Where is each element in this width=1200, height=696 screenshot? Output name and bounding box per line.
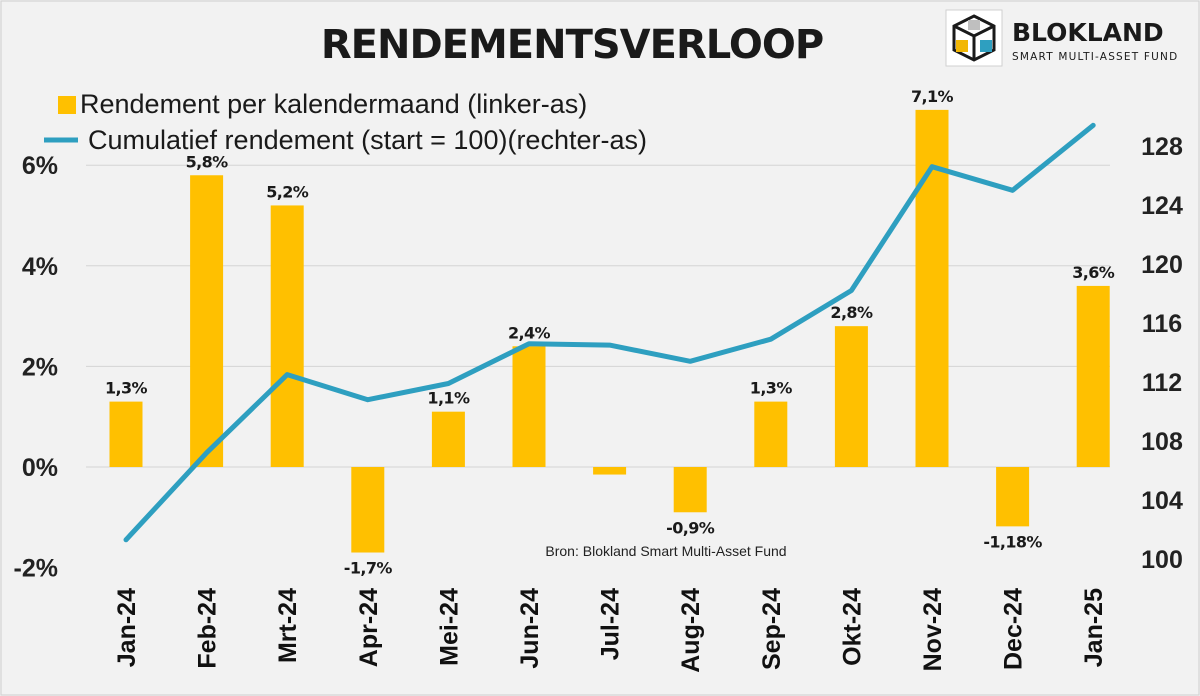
bar-Jan-25 [1076, 285, 1110, 467]
data-label-Jan-25: 3,6% [1072, 263, 1115, 282]
bar-Jun-24 [512, 346, 546, 467]
stacked-cubes-icon [945, 9, 1003, 67]
bar-Sep-24 [754, 401, 788, 467]
y-right-tick-label: 128 [1141, 133, 1183, 161]
y-left-tick-label: 0% [22, 454, 58, 482]
bar-Apr-24 [351, 467, 385, 553]
bar-Okt-24 [834, 326, 868, 467]
x-tick-label-Jan-25: Jan-25 [1080, 588, 1108, 667]
bar-Aug-24 [673, 467, 707, 513]
y-left-tick-label: 2% [22, 353, 58, 381]
legend-label-line: Cumulatief rendement (start = 100)(recht… [88, 125, 647, 155]
data-label-Mrt-24: 5,2% [266, 182, 309, 201]
y-left-tick-label: -2% [14, 555, 58, 583]
y-right-tick-label: 100 [1141, 546, 1183, 574]
data-label-Jun-24: 2,4% [508, 323, 551, 342]
bar-Mei-24 [431, 411, 465, 467]
x-tick-label-Jun-24: Jun-24 [516, 588, 544, 669]
line-series [123, 122, 1096, 543]
data-label-Jan-24: 1,3% [105, 379, 148, 398]
data-label-Sep-24: 1,3% [750, 379, 793, 398]
x-axis: Jan-24 Feb-24 Mrt-24 Apr-24 Mei-24 Jun-24 Jul-… [113, 588, 1108, 673]
y-right-tick-label: 104 [1141, 487, 1183, 515]
bar-Mrt-24 [270, 205, 304, 467]
bar-series [109, 109, 1110, 553]
chart-title: RENDEMENTSVERLOOP [321, 22, 823, 68]
x-tick-label-Jul-24: Jul-24 [597, 588, 625, 660]
y-right-tick-label: 124 [1141, 192, 1183, 220]
data-label-Okt-24: 2,8% [830, 303, 873, 322]
bar-Feb-24 [190, 175, 224, 467]
brand-tagline: SMART MULTI-ASSET FUND [1012, 51, 1178, 63]
data-label-Dec-24: -1,18% [983, 532, 1042, 551]
data-label-Mei-24: 1,1% [427, 389, 470, 408]
bar-Dec-24 [996, 467, 1030, 527]
legend: Rendement per kalendermaand (linker-as) … [44, 89, 647, 155]
data-label-Apr-24: -1,7% [344, 559, 393, 578]
x-tick-label-Feb-24: Feb-24 [194, 588, 222, 669]
x-tick-label-Okt-24: Okt-24 [838, 588, 866, 666]
legend-swatch-bars [58, 96, 76, 114]
y-axis-left: -2% 0% 2% 4% 6% [14, 152, 58, 582]
data-label-Aug-24: -0,9% [666, 518, 715, 537]
x-tick-label-Sep-24: Sep-24 [758, 588, 786, 670]
y-right-tick-label: 120 [1141, 251, 1183, 279]
x-tick-label-Nov-24: Nov-24 [919, 588, 947, 671]
x-tick-label-Jan-24: Jan-24 [113, 588, 141, 667]
y-left-tick-label: 4% [22, 253, 58, 281]
x-tick-label-Apr-24: Apr-24 [355, 588, 383, 667]
y-right-tick-label: 108 [1141, 428, 1183, 456]
x-tick-label-Mei-24: Mei-24 [435, 588, 463, 666]
bar-data-labels: 1,3% 5,8% 5,2% -1,7% 1,1% 2,4% -0,9% 1,3% 2,8% 7,… [105, 87, 1115, 578]
bar-Jul-24 [593, 467, 627, 475]
legend-label-bars: Rendement per kalendermaand (linker-as) [80, 89, 587, 119]
y-left-tick-label: 6% [22, 152, 58, 180]
y-right-tick-label: 112 [1142, 369, 1182, 397]
data-label-Nov-24: 7,1% [911, 87, 954, 106]
brand-logo: BLOKLAND SMART MULTI-ASSET FUND [945, 9, 1178, 67]
x-tick-label-Mrt-24: Mrt-24 [274, 588, 302, 663]
data-label-Feb-24: 5,8% [186, 152, 229, 171]
bar-Jan-24 [109, 401, 143, 467]
x-tick-label-Aug-24: Aug-24 [677, 588, 705, 673]
x-tick-label-Dec-24: Dec-24 [1000, 588, 1028, 670]
y-right-tick-label: 116 [1142, 310, 1182, 338]
source-note: Bron: Blokland Smart Multi-Asset Fund [545, 543, 786, 559]
brand-name: BLOKLAND [1012, 18, 1164, 47]
y-axis-right: 100 104 108 112 116 120 124 128 [1141, 133, 1183, 574]
bar-Nov-24 [915, 109, 949, 468]
